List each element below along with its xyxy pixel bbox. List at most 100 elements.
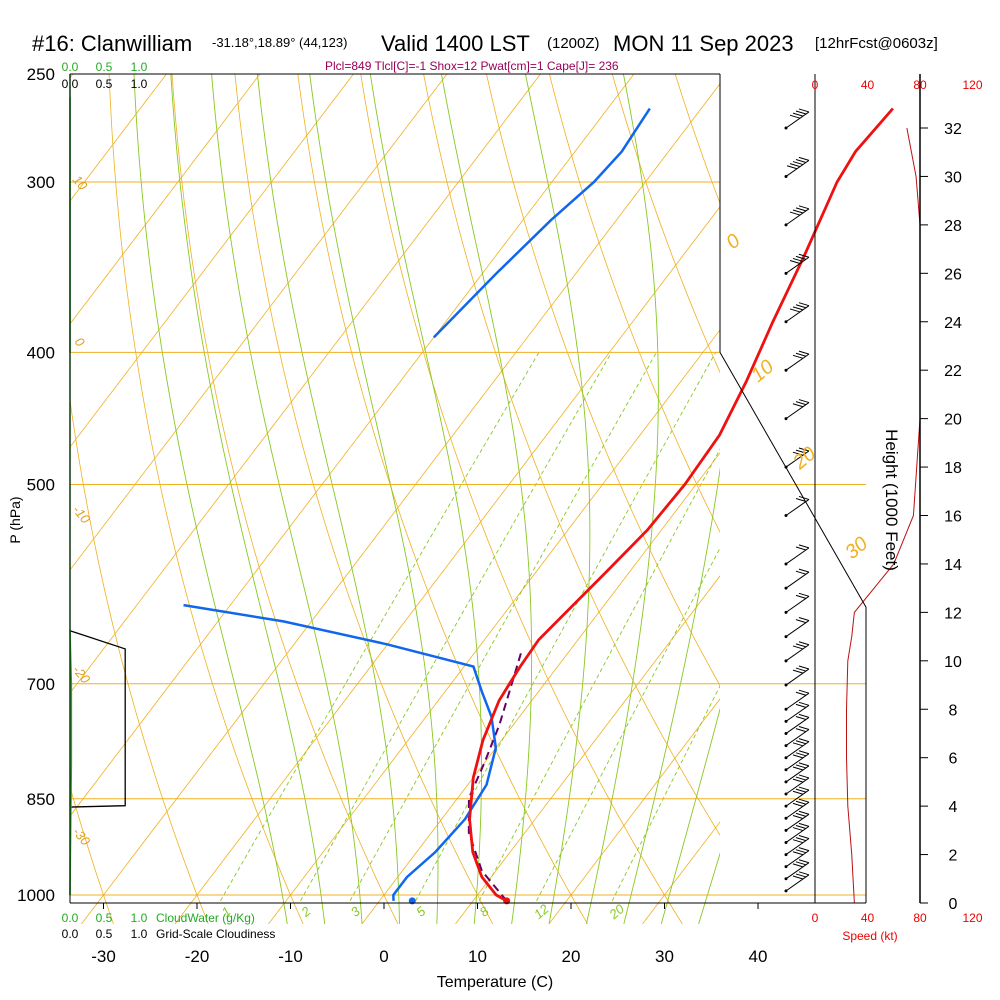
background-lines	[70, 50, 1000, 924]
dewpoint-upper-curve	[432, 107, 651, 339]
wind-barb	[784, 350, 810, 372]
wind-barb	[784, 205, 810, 227]
wind-barb	[784, 665, 810, 687]
dewpoint-curve	[183, 603, 498, 901]
mixing-ratio-line	[220, 352, 540, 902]
wind-barb	[784, 253, 810, 275]
wind-barb	[784, 774, 810, 796]
wind-panel	[784, 108, 921, 904]
cloudwater-tick-bottom: 0.0	[62, 911, 79, 925]
forecast-info: [12hrFcst@0603z]	[815, 35, 938, 52]
cloudiness-label: Grid-Scale Cloudiness	[156, 927, 275, 941]
isotherm-line	[70, 74, 354, 448]
dry-adiabat-line	[171, 74, 399, 924]
height-tick-label: 24	[944, 315, 962, 332]
height-tick-label: 6	[949, 751, 958, 768]
station-coords: -31.18°,18.89° (44,123)	[212, 35, 347, 50]
cloudwater-tick-top: 0.0	[62, 60, 79, 74]
cloudiness-tick-bottom: 1.0	[131, 927, 148, 941]
wind-barb	[784, 810, 810, 832]
cloudiness-tick-bottom: 0.5	[96, 927, 113, 941]
pressure-label: 400	[27, 343, 55, 362]
height-axis-label: Height (1000 Feet)	[882, 429, 901, 571]
dry-adiabat-line	[611, 74, 720, 374]
moist-adiabat-line	[660, 707, 720, 924]
wind-barb	[784, 689, 810, 711]
isotherm-line	[174, 206, 720, 924]
dry-adiabat-label: -30	[70, 824, 94, 849]
wind-barb	[784, 859, 810, 881]
wind-barb	[784, 713, 810, 735]
mixing-ratio-line	[611, 685, 720, 902]
moist-adiabat-line	[170, 74, 326, 924]
wind-barb	[784, 835, 810, 857]
wind-barb	[784, 592, 810, 614]
x-tick-label: 0	[379, 947, 388, 966]
wind-barb	[784, 701, 810, 723]
wind-barb	[784, 798, 810, 820]
mixing-ratio-line	[415, 352, 716, 902]
cloudiness-curve	[69, 630, 126, 808]
isobars	[70, 73, 866, 896]
dry-adiabat-line	[979, 50, 1000, 924]
isotherm-label: 0	[722, 230, 745, 254]
dry-adiabat-line	[360, 74, 683, 924]
height-tick-label: 28	[944, 218, 962, 235]
isotherm-line	[268, 329, 720, 924]
speed-tick-bottom: 80	[913, 911, 927, 925]
mixing-ratio-label: 8	[476, 903, 492, 920]
mixing-ratio-line	[349, 352, 657, 902]
x-tick-label: 20	[562, 947, 581, 966]
isotherm-line	[70, 74, 635, 817]
wind-barb	[784, 871, 810, 893]
valid-time: Valid 1400 LST	[381, 31, 530, 56]
cloudwater-tick-top: 0.5	[96, 60, 113, 74]
cloudiness-tick-top: 0.5	[96, 77, 113, 91]
dry-adiabat-line	[297, 74, 588, 924]
wind-barb	[784, 156, 810, 178]
x-tick-label: -10	[278, 947, 303, 966]
wind-barb	[784, 822, 810, 844]
cloudwater-tick-bottom: 0.5	[96, 911, 113, 925]
moist-adiabat-line	[309, 74, 439, 924]
dry-adiabat-line	[548, 74, 720, 533]
indices-line: Plcl=849 Tlcl[C]=-1 Shox=12 Pwat[cm]=1 C…	[325, 59, 619, 73]
wind-barb	[784, 738, 810, 760]
wind-barb	[784, 726, 810, 748]
height-tick-label: 26	[944, 266, 962, 283]
moist-adiabat-line	[211, 74, 363, 924]
dry-adiabat-line	[854, 50, 1000, 924]
wind-barb	[784, 302, 810, 324]
speed-tick-top: 80	[913, 78, 927, 92]
wind-barb	[784, 108, 810, 130]
height-tick-label: 14	[944, 557, 962, 574]
pressure-label: 700	[27, 675, 55, 694]
mixing-ratio-line	[300, 352, 612, 902]
x-tick-label: -30	[91, 947, 116, 966]
mixing-ratio-label: 5	[413, 903, 429, 920]
x-tick-label: 30	[655, 947, 674, 966]
speed-axis-label: Speed (kt)	[842, 929, 897, 943]
cloudiness-tick-top: 1.0	[131, 77, 148, 91]
wind-barb	[784, 399, 810, 421]
moist-adiabat-line	[586, 74, 659, 924]
speed-tick-bottom: 120	[962, 911, 982, 925]
wind-barb	[784, 617, 810, 639]
isotherm-line	[70, 74, 448, 571]
height-tick-label: 2	[949, 848, 958, 865]
pressure-label: 1000	[17, 886, 55, 905]
pressure-label: 300	[27, 173, 55, 192]
x-axis-label: Temperature (C)	[437, 974, 553, 991]
panel-boundary	[719, 352, 867, 903]
height-tick-label: 8	[949, 702, 958, 719]
mixing-ratio-line	[478, 448, 720, 902]
height-tick-label: 32	[944, 121, 962, 138]
isotherm-line	[830, 50, 1000, 924]
pressure-label: 850	[27, 790, 55, 809]
height-tick-label: 16	[944, 509, 962, 526]
height-tick-label: 4	[949, 799, 958, 816]
wind-barb	[784, 762, 810, 784]
height-tick-label: 12	[944, 605, 962, 622]
cloudwater-tick-top: 1.0	[131, 60, 148, 74]
